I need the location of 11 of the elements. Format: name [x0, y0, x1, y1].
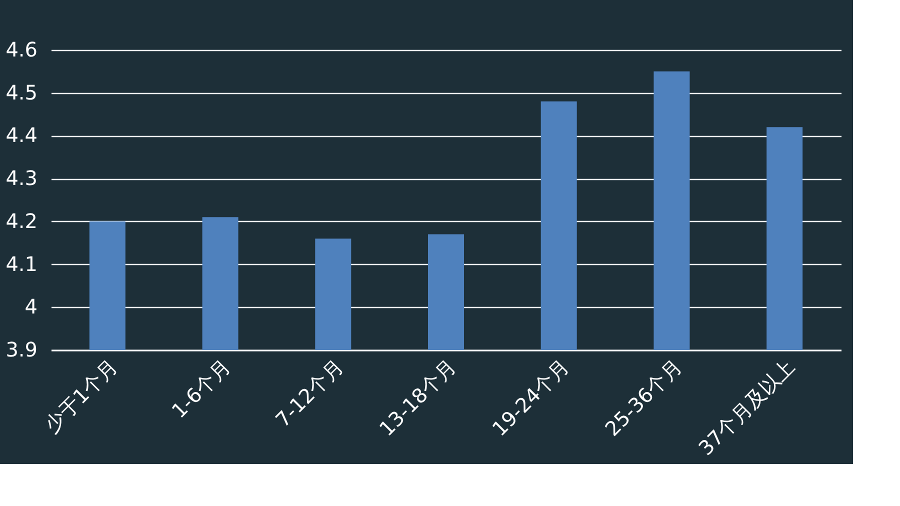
- x-tick-label: 少于1个月: [40, 354, 122, 437]
- y-tick-label: 4.1: [6, 252, 38, 276]
- y-tick-label: 4.6: [6, 38, 38, 62]
- x-tick-label: 1-6个月: [166, 354, 236, 423]
- y-tick-label: 4.2: [6, 208, 38, 233]
- y-tick-label: 4.3: [6, 166, 38, 190]
- x-tick-label: 37个月及以上: [694, 354, 800, 460]
- y-tick-label: 4.5: [6, 80, 38, 104]
- y-tick-label: 4.4: [6, 123, 38, 148]
- y-tick-label: 4: [24, 294, 38, 319]
- y-tick-label: 3.9: [6, 338, 38, 362]
